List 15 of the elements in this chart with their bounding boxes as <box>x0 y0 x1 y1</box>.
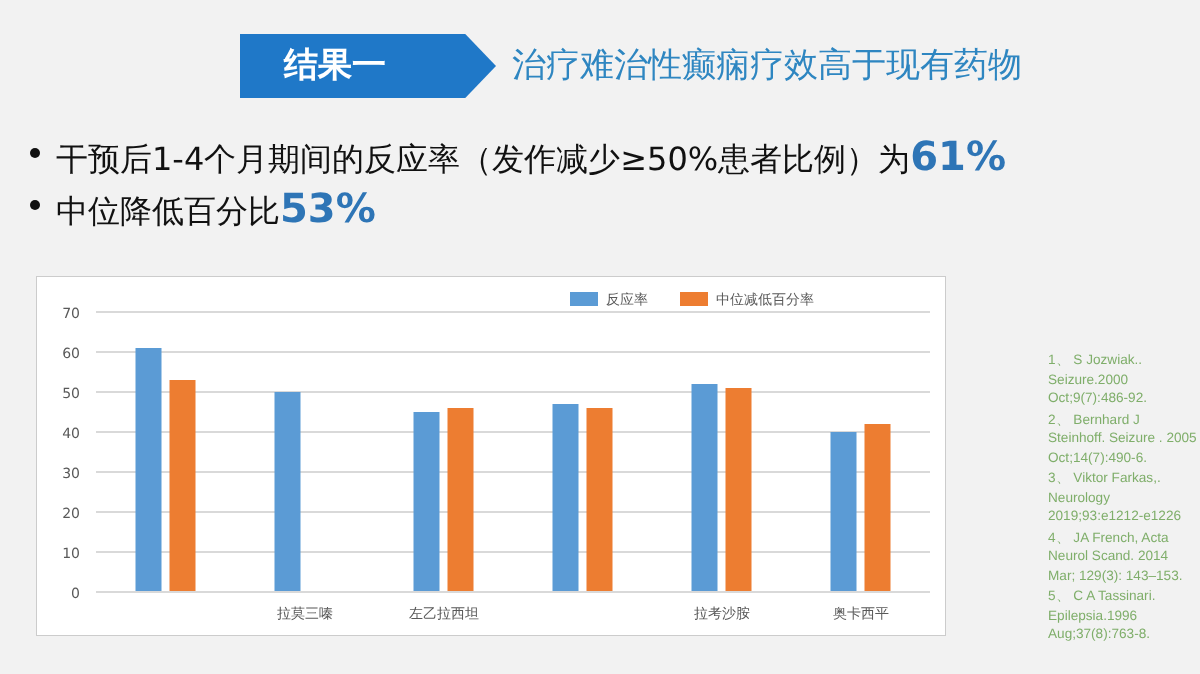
bar <box>413 412 440 592</box>
bar <box>169 380 196 592</box>
bar <box>725 388 752 592</box>
bar <box>552 404 579 592</box>
text: 中位降低百分比53% <box>56 184 376 234</box>
bar <box>864 424 891 592</box>
bar <box>586 408 613 592</box>
text: 干预后1-4个月期间的反应率（发作减少≥50%患者比例）为61% <box>56 132 1006 182</box>
chart-subtitle: 治疗难治性癫痫疗效高于现有药物 <box>512 44 1022 88</box>
bar <box>135 348 162 592</box>
bar <box>830 432 857 592</box>
bar <box>274 392 301 592</box>
bar <box>447 408 474 592</box>
chart-title: 结果一 <box>240 34 496 98</box>
bar <box>691 384 718 592</box>
